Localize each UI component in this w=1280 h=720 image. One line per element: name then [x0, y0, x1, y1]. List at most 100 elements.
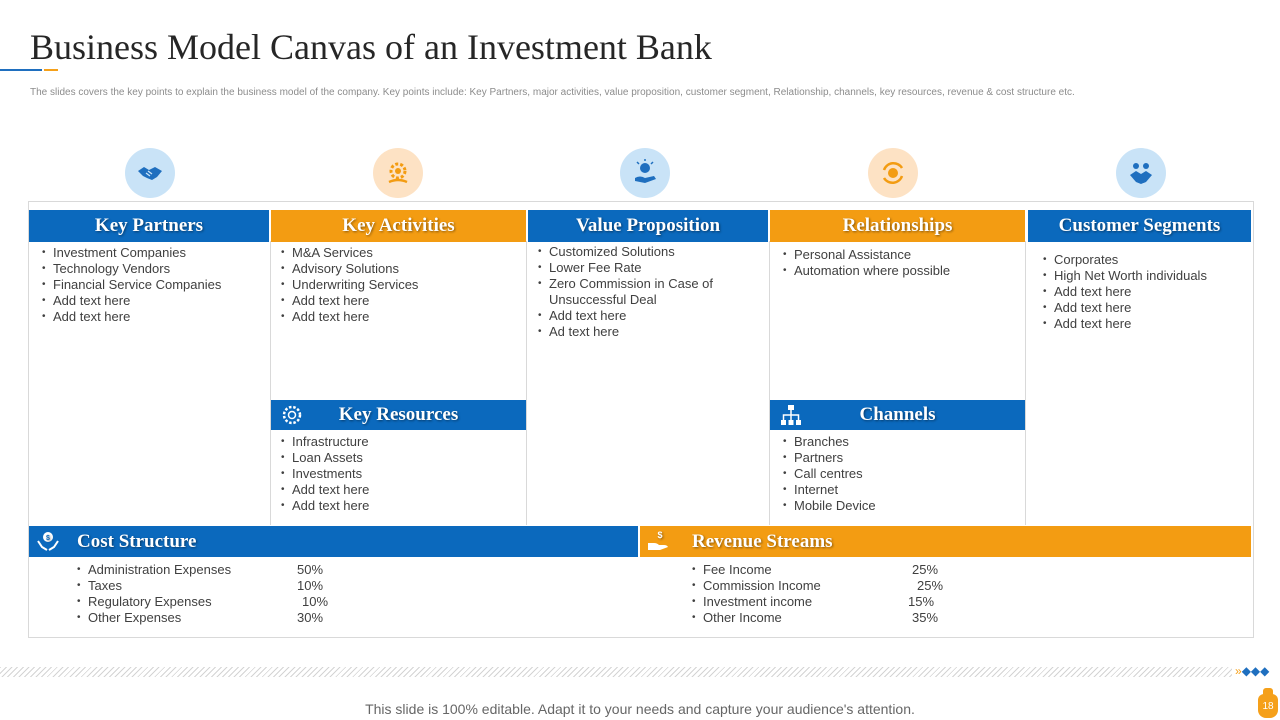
key-partners-list: Investment Companies Technology Vendors … [42, 245, 221, 325]
bullet: • [77, 564, 81, 575]
canvas-frame [28, 201, 1254, 638]
revenue-streams-header: $ Revenue Streams [640, 526, 1251, 557]
list-item: Mobile Device [783, 498, 876, 514]
list-item: Add text here [42, 293, 221, 309]
key-partners-header: Key Partners [29, 210, 269, 242]
chevron-right-icon: »◆◆◆ [1235, 664, 1270, 678]
list-item: Ad text here [538, 324, 713, 340]
hands-coin-icon: $ [36, 529, 60, 553]
bullet: • [692, 596, 696, 607]
divider [526, 241, 527, 525]
page-number: 18 [1262, 701, 1274, 712]
relationships-list: Personal Assistance Automation where pos… [783, 247, 950, 279]
cost-label: Regulatory Expenses [88, 594, 212, 609]
list-item-continuation: Unsuccessful Deal [549, 292, 657, 307]
cost-label: Administration Expenses [88, 562, 232, 577]
list-item: Call centres [783, 466, 876, 482]
list-item: High Net Worth individuals [1043, 268, 1207, 284]
cost-value: 30% [297, 610, 324, 625]
list-item: Customized Solutions [538, 244, 713, 260]
cost-structure-header: $ Cost Structure [29, 526, 638, 557]
revenue-streams-title: Revenue Streams [692, 530, 833, 552]
customer-segments-header: Customer Segments [1028, 210, 1251, 242]
list-item: Add text here [42, 309, 221, 325]
cost-label: Taxes [88, 578, 122, 593]
cost-structure-title: Cost Structure [77, 530, 197, 552]
channels-title: Channels [859, 404, 936, 425]
list-item: Add text here [538, 308, 713, 324]
list-item: Add text here [281, 498, 369, 514]
key-resources-list: Infrastructure Loan Assets Investments A… [281, 434, 369, 514]
key-activities-list: M&A Services Advisory Solutions Underwri… [281, 245, 418, 325]
revenue-label: Commission Income [703, 578, 821, 593]
title-underline-blue [0, 69, 42, 71]
divider [270, 241, 271, 525]
list-item: Investments [281, 466, 369, 482]
list-item: Corporates [1043, 252, 1207, 268]
revenue-value: 35% [912, 610, 939, 625]
revenue-value: 25% [917, 578, 944, 593]
slide-subtitle: The slides covers the key points to expl… [30, 87, 1075, 98]
revenue-label: Other Income [703, 610, 782, 625]
idea-hand-icon [620, 148, 670, 198]
revenue-label: Investment income [703, 594, 813, 609]
svg-text:$: $ [46, 535, 50, 542]
list-item: Internet [783, 482, 876, 498]
money-bag-icon: 18 [1258, 688, 1278, 718]
list-item: Loan Assets [281, 450, 369, 466]
list-item: Infrastructure [281, 434, 369, 450]
slide-title: Business Model Canvas of an Investment B… [30, 27, 712, 67]
list-item: M&A Services [281, 245, 418, 261]
list-item: Financial Service Companies [42, 277, 221, 293]
cycle-coin-icon [868, 148, 918, 198]
relationships-header: Relationships [770, 210, 1025, 242]
bullet: • [77, 596, 81, 607]
revenue-value: 15% [908, 594, 935, 609]
list-item: Add text here [1043, 300, 1207, 316]
key-activities-header: Key Activities [271, 210, 526, 242]
channels-header: Channels [770, 400, 1025, 430]
list-item: Underwriting Services [281, 277, 418, 293]
list-item: Advisory Solutions [281, 261, 418, 277]
bullet: • [692, 564, 696, 575]
list-item: Add text here [1043, 316, 1207, 332]
revenue-label: Fee Income [703, 562, 772, 577]
handshake-icon [125, 148, 175, 198]
divider [1025, 241, 1026, 525]
org-chart-icon [779, 403, 803, 427]
revenue-value: 25% [912, 562, 939, 577]
hand-dollar-icon: $ [646, 529, 670, 553]
value-proposition-list: Customized Solutions Lower Fee Rate Zero… [538, 244, 713, 340]
key-resources-title: Key Resources [338, 404, 459, 425]
bullet: • [77, 580, 81, 591]
users-handshake-icon [1116, 148, 1166, 198]
list-item: Partners [783, 450, 876, 466]
channels-list: Branches Partners Call centres Internet … [783, 434, 876, 514]
list-item: Add text here [281, 482, 369, 498]
list-item: Lower Fee Rate [538, 260, 713, 276]
bullet: • [77, 612, 81, 623]
list-item: Technology Vendors [42, 261, 221, 277]
list-item: Automation where possible [783, 263, 950, 279]
title-underline-orange [44, 69, 58, 71]
value-proposition-header: Value Proposition [528, 210, 768, 242]
gear-hand-icon [373, 148, 423, 198]
bullet: • [692, 580, 696, 591]
divider [769, 241, 770, 525]
customer-segments-list: Corporates High Net Worth individuals Ad… [1043, 252, 1207, 332]
list-item: Add text here [1043, 284, 1207, 300]
list-item: Personal Assistance [783, 247, 950, 263]
list-item: Branches [783, 434, 876, 450]
bullet: • [692, 612, 696, 623]
footer-stripe [0, 667, 1232, 677]
cost-label: Other Expenses [88, 610, 182, 625]
svg-text:$: $ [657, 530, 662, 540]
cost-value: 50% [297, 562, 324, 577]
list-item: Zero Commission in Case of [538, 276, 713, 292]
gear-cluster-icon [280, 403, 304, 427]
key-resources-header: Key Resources [271, 400, 526, 430]
list-item: Add text here [281, 293, 418, 309]
list-item: Add text here [281, 309, 418, 325]
cost-value: 10% [297, 578, 324, 593]
list-item: Investment Companies [42, 245, 221, 261]
